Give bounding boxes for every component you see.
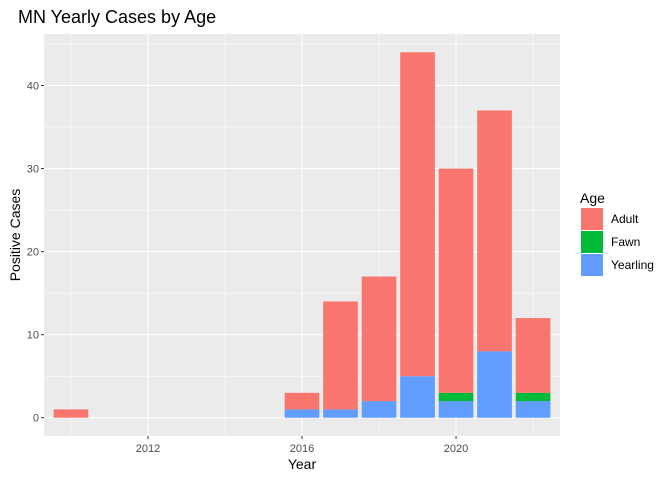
bar-fawn-2020 xyxy=(438,392,474,402)
bar-adult-2019 xyxy=(400,52,435,377)
chart-title: MN Yearly Cases by Age xyxy=(18,7,216,27)
legend-label-adult: Adult xyxy=(611,212,639,226)
legend-label-fawn: Fawn xyxy=(611,235,640,249)
y-axis-title: Positive Cases xyxy=(7,189,23,282)
y-tick-label: 40 xyxy=(27,80,39,92)
bar-fawn-2022 xyxy=(515,392,551,402)
bar-adult-2016 xyxy=(284,392,320,410)
x-axis-title: Year xyxy=(288,456,317,472)
y-tick-label: 30 xyxy=(27,164,39,176)
y-axis-ticks: 0 10 20 30 40 xyxy=(27,80,44,425)
bar-yearling-2022 xyxy=(515,401,551,418)
bar-adult-2018 xyxy=(361,276,397,402)
bar-yearling-2017 xyxy=(323,409,358,418)
bar-adult-2022 xyxy=(515,318,551,393)
legend: Age Adult Fawn Yearling xyxy=(580,190,654,276)
x-tick-label: 2012 xyxy=(136,443,160,455)
bar-yearling-2020 xyxy=(438,401,474,418)
legend-label-yearling: Yearling xyxy=(611,258,654,272)
y-tick-label: 10 xyxy=(27,330,39,342)
bar-adult-2017 xyxy=(323,301,358,410)
bar-yearling-2019 xyxy=(400,376,435,418)
y-tick-label: 20 xyxy=(27,247,39,259)
legend-title: Age xyxy=(580,190,605,206)
legend-key-adult xyxy=(581,208,603,230)
bar-adult-2020 xyxy=(438,168,474,393)
bar-adult-2021 xyxy=(477,110,512,352)
bars xyxy=(53,52,551,418)
x-tick-label: 2016 xyxy=(290,443,314,455)
bar-yearling-2018 xyxy=(361,401,397,418)
bar-adult-2010 xyxy=(53,409,89,418)
grid xyxy=(44,34,560,436)
x-axis-ticks: 2012 2016 2020 xyxy=(136,436,468,455)
legend-key-fawn xyxy=(581,231,603,253)
legend-key-yearling xyxy=(581,254,603,276)
x-tick-label: 2020 xyxy=(444,443,468,455)
bar-yearling-2021 xyxy=(477,351,512,418)
bar-yearling-2016 xyxy=(284,409,320,418)
y-tick-label: 0 xyxy=(33,413,39,425)
